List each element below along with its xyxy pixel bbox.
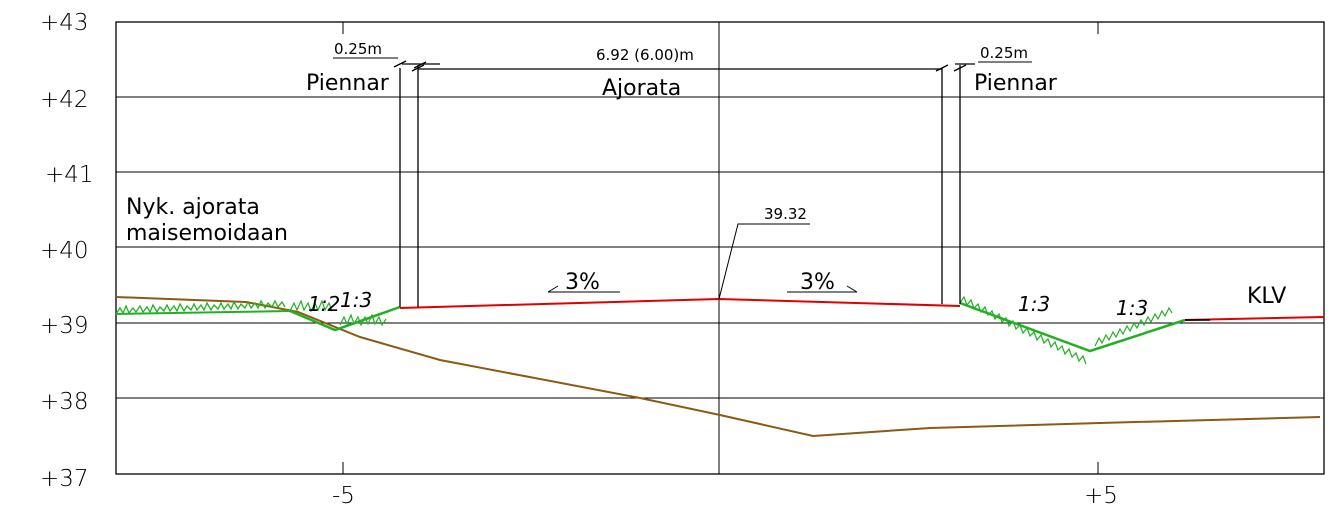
dimension-horizontal: [393, 60, 975, 72]
grid-lines: [116, 22, 1324, 474]
drawing-frame: [115, 21, 1325, 475]
y-label-37: +37: [40, 466, 89, 492]
right-ditch: [959, 301, 1186, 353]
dim-tick-5: [953, 64, 967, 72]
existing-road-note-line2: maisemoidaan: [126, 221, 288, 246]
dimension-verticals: [399, 65, 961, 307]
klv-label: KLV: [1247, 284, 1286, 309]
grass-left-flat: [115, 310, 291, 315]
y-label-41: +41: [45, 162, 94, 188]
slope-ratio-3: 1:3: [1018, 292, 1050, 316]
carriageway-width: 6.92 (6.00)m: [596, 46, 694, 64]
y-axis-labels: +43 +42 +41 +40 +39 +38 +37: [40, 10, 94, 492]
left-ditch-texture: [289, 299, 387, 327]
slope-ratios: 1:2 1:3 1:3 1:3: [308, 288, 1148, 320]
crossfall-right: 3%: [800, 270, 835, 295]
y-label-39: +39: [40, 313, 89, 339]
crossfall-left-arrowhead: [547, 285, 559, 293]
x-axis-labels: -5 +5: [332, 483, 1118, 509]
existing-road-note-line1: Nyk. ajorata: [126, 195, 260, 220]
carriageway-name: Ajorata: [602, 76, 681, 101]
right-shoulder-name: Piennar: [974, 71, 1058, 96]
dim-tick-1: [393, 60, 407, 68]
slope-ratio-1: 1:2: [308, 292, 340, 316]
crossfall-annotations: 3% 3%: [547, 270, 858, 295]
left-shoulder-width: 0.25m: [334, 40, 382, 58]
road-surface-line: [399, 297, 961, 309]
slope-ratio-4: 1:3: [1116, 296, 1148, 320]
dim-tick-2: [411, 64, 425, 72]
y-label-38: +38: [40, 389, 89, 415]
center-elevation: 39.32: [764, 205, 807, 223]
grass-left-texture: [115, 299, 286, 315]
x-ticks: [342, 22, 1099, 474]
crossfall-left: 3%: [565, 270, 600, 295]
y-label-42: +42: [40, 87, 89, 113]
dim-tick-3: [413, 61, 427, 69]
existing-ground-line: [115, 296, 1321, 438]
right-ditch-texture: [959, 295, 1173, 365]
design-road: [399, 297, 1325, 321]
slope-ratio-2: 1:3: [340, 288, 372, 312]
right-shoulder-width: 0.25m: [980, 44, 1028, 62]
x-label-plus5: +5: [1084, 483, 1118, 509]
grass-slopes: [115, 295, 1186, 365]
elevation-leader: [718, 223, 810, 300]
dim-tick-4: [935, 64, 949, 72]
y-label-43: +43: [40, 10, 89, 36]
section-labels: 0.25m Piennar 6.92 (6.00)m Ajorata 0.25m…: [306, 40, 1058, 101]
left-ditch: [289, 305, 401, 332]
y-label-40: +40: [40, 238, 89, 264]
crossfall-right-arrowhead: [846, 285, 858, 293]
left-shoulder-name: Piennar: [306, 71, 390, 96]
x-label-minus5: -5: [332, 483, 355, 509]
